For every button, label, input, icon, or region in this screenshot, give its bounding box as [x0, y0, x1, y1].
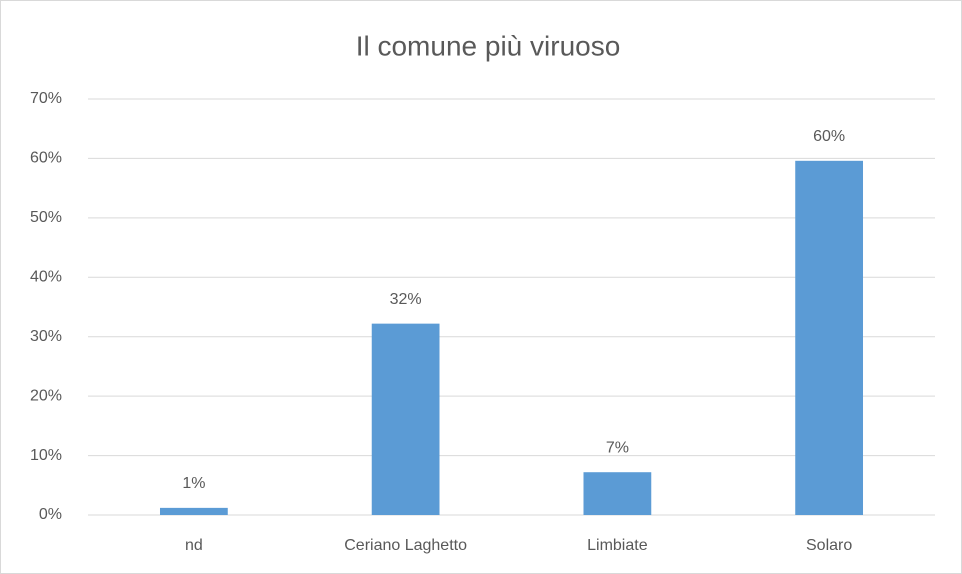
y-tick-label: 20%	[30, 387, 62, 404]
x-tick-label: Ceriano Laghetto	[344, 537, 467, 554]
y-tick-label: 30%	[30, 328, 62, 345]
y-tick-label: 70%	[30, 90, 62, 107]
bar	[583, 472, 652, 515]
data-label: 60%	[813, 128, 845, 145]
bar	[159, 507, 228, 515]
bar	[371, 323, 440, 515]
bar	[795, 160, 864, 515]
y-tick-label: 40%	[30, 269, 62, 286]
data-label: 1%	[182, 475, 205, 492]
chart-title: Il comune più viruoso	[356, 30, 621, 61]
x-tick-label: Limbiate	[587, 537, 648, 554]
x-tick-label: nd	[185, 537, 203, 554]
data-label: 7%	[606, 439, 629, 456]
y-tick-label: 50%	[30, 209, 62, 226]
y-tick-label: 0%	[39, 506, 62, 523]
data-label: 32%	[390, 291, 422, 308]
y-tick-label: 10%	[30, 447, 62, 464]
y-tick-label: 60%	[30, 150, 62, 167]
x-tick-label: Solaro	[806, 537, 852, 554]
